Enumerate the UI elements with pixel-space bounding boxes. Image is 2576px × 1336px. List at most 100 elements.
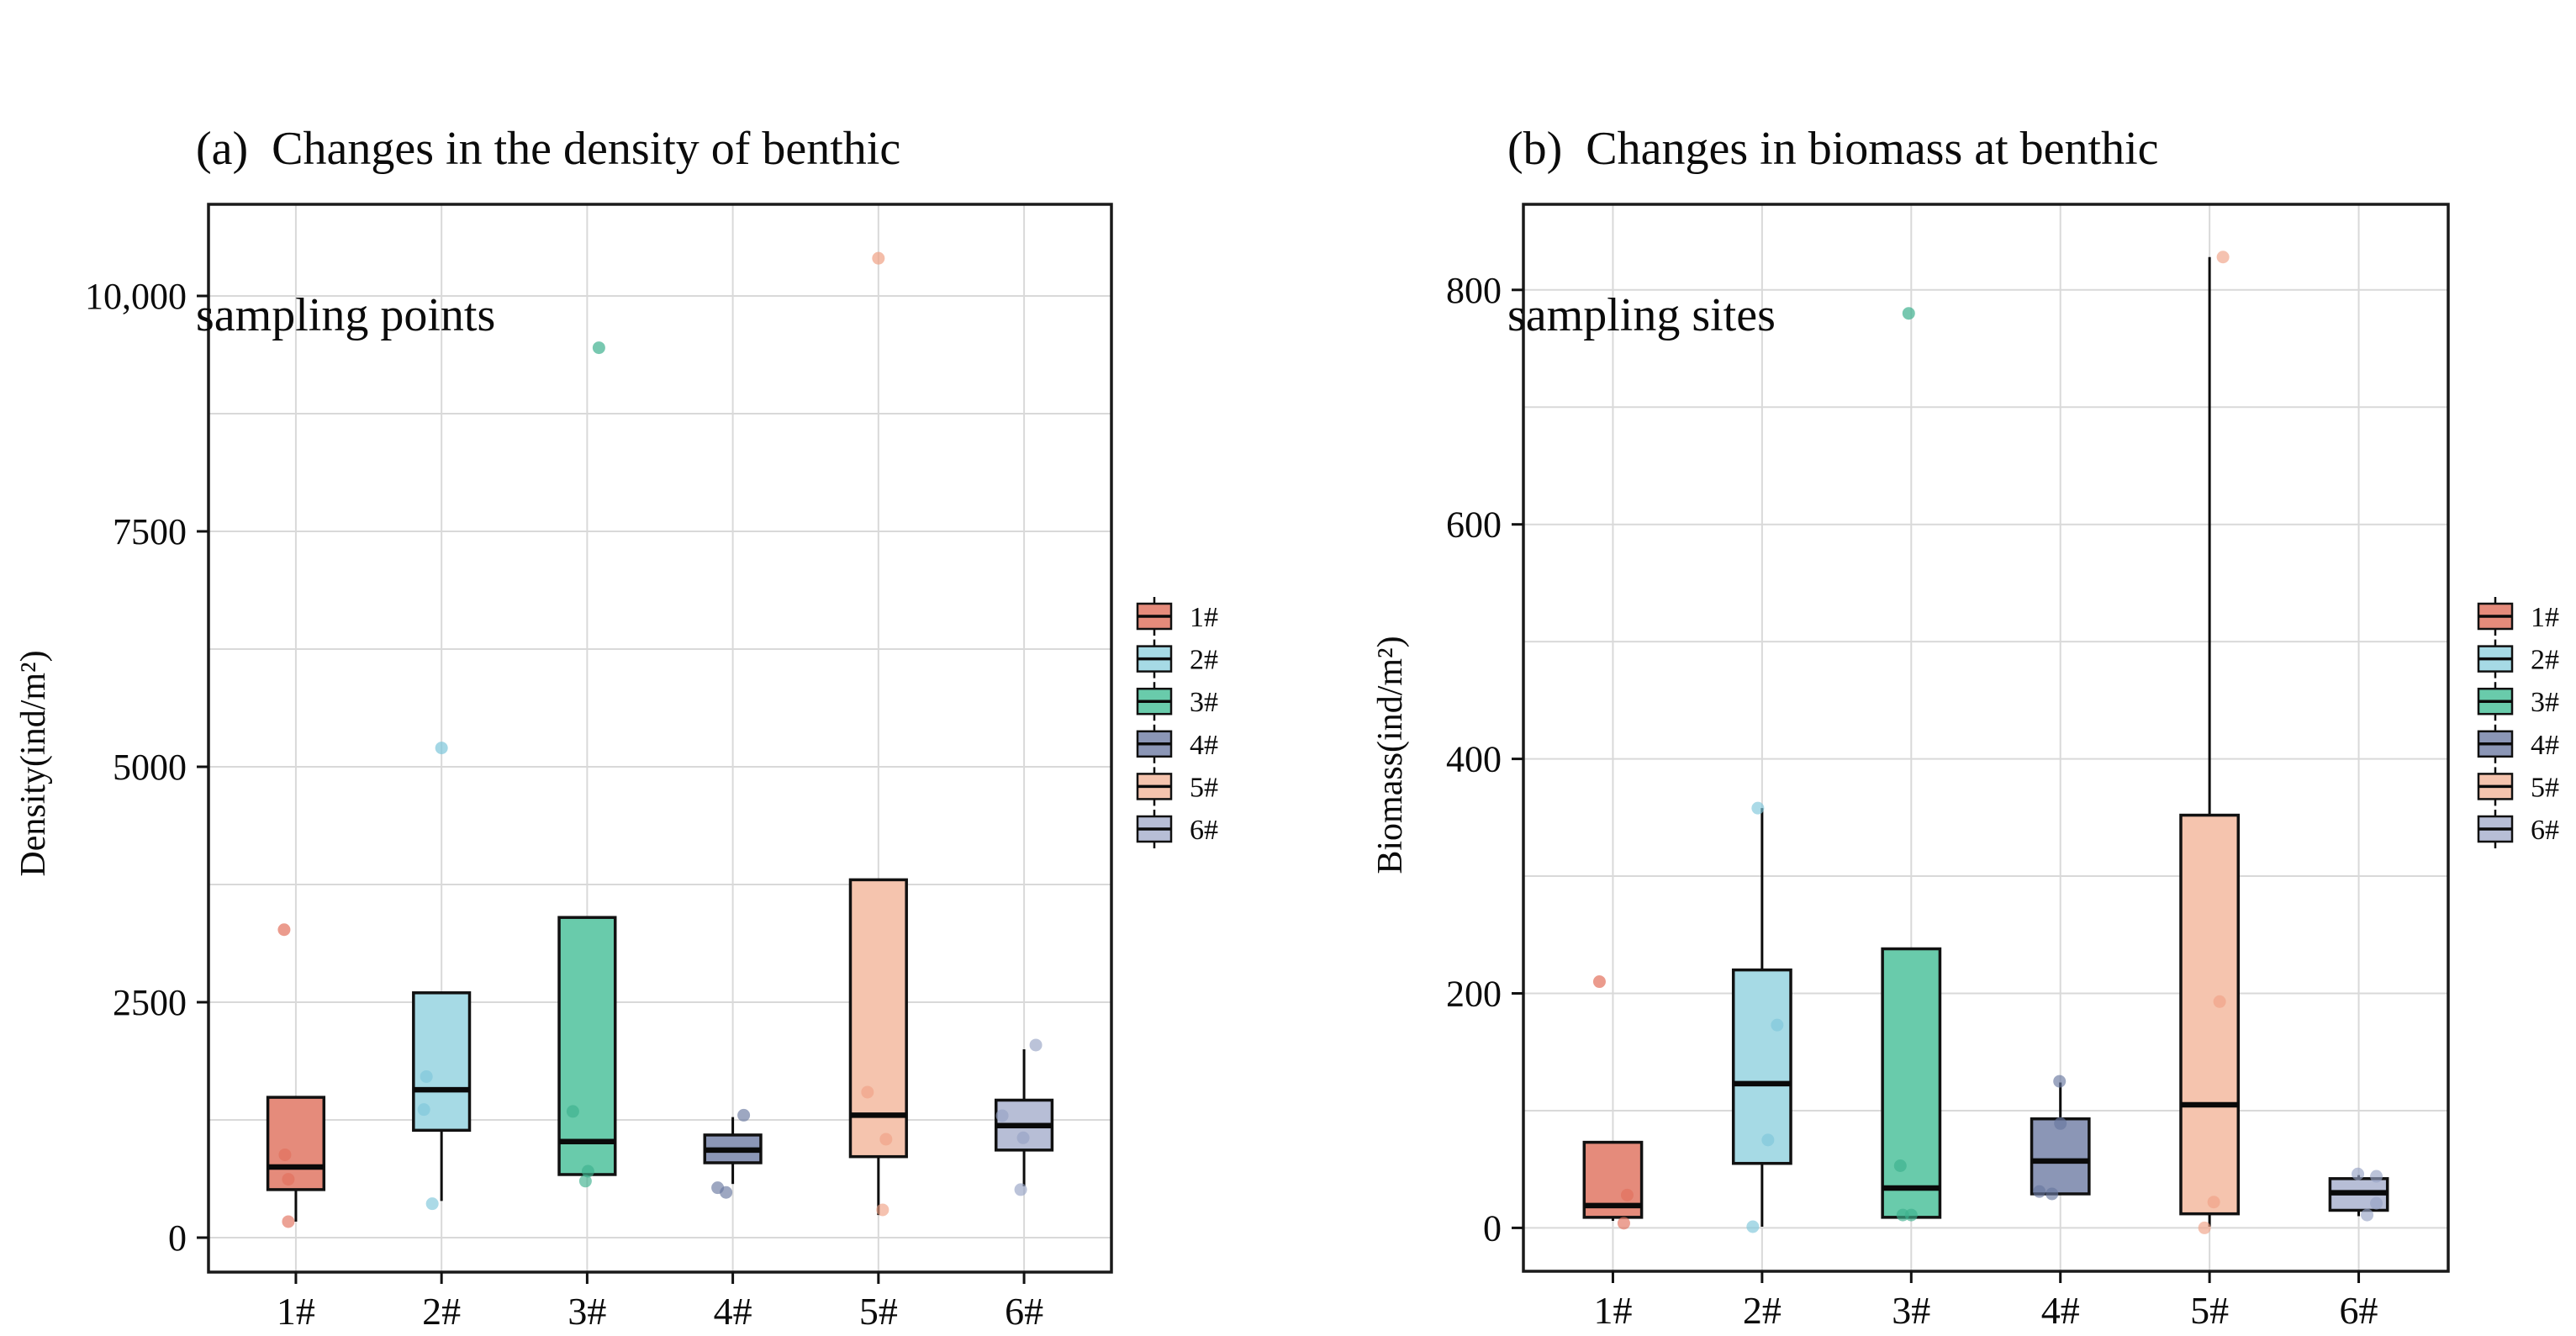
y-tick-label: 2500: [113, 982, 187, 1023]
jitter-point: [2352, 1167, 2365, 1180]
jitter-point: [737, 1108, 751, 1122]
x-tick-label: 6#: [1005, 1290, 1043, 1333]
legend-item: 4#: [2477, 724, 2559, 763]
x-tick-label: 4#: [2041, 1289, 2080, 1332]
y-tick-label: 10,000: [85, 276, 187, 317]
jitter-point: [2361, 1208, 2374, 1222]
legend-label: 2#: [2531, 645, 2559, 676]
jitter-point: [1893, 1159, 1907, 1172]
legend-item: 5#: [1136, 767, 1218, 806]
box: [266, 1096, 326, 1191]
jitter-point: [995, 1109, 1009, 1122]
outlier-point: [872, 251, 885, 265]
jitter-point: [581, 1164, 594, 1178]
legend-item: 2#: [1136, 639, 1218, 679]
outlier-point: [592, 341, 605, 355]
legend-item: 5#: [2477, 767, 2559, 806]
legend-label: 3#: [1190, 687, 1218, 718]
box-group-3#: [557, 341, 617, 1188]
legend-item: 3#: [1136, 682, 1218, 721]
y-tick-label: 0: [1483, 1207, 1502, 1249]
box: [848, 878, 908, 1159]
jitter-point: [566, 1105, 579, 1118]
jitter-point: [879, 1133, 893, 1146]
jitter-point: [1761, 1133, 1775, 1147]
outlier-point: [1592, 975, 1606, 989]
box-group-2#: [412, 742, 472, 1211]
jitter-point: [2216, 251, 2230, 264]
y-tick-label: 0: [168, 1217, 187, 1259]
box-group-6#: [2328, 1167, 2389, 1222]
legend-item: 6#: [2477, 810, 2559, 848]
chart-a-title-line2: sampling points: [196, 289, 496, 341]
legend-label: 6#: [2531, 815, 2559, 846]
jitter-point: [1620, 1188, 1634, 1201]
x-tick-label: 5#: [2190, 1289, 2229, 1332]
jitter-point: [2198, 1221, 2211, 1234]
legend-label: 4#: [2531, 730, 2559, 761]
legend-label: 5#: [2531, 772, 2559, 803]
chart-b-title-line1: (b) Changes in biomass at benthic: [1507, 123, 2159, 175]
chart-b-title-line2: sampling sites: [1507, 289, 1776, 341]
jitter-point: [2370, 1196, 2383, 1210]
jitter-point: [417, 1103, 430, 1117]
chart-a-y-axis-label: Density(ind/m²): [14, 650, 53, 877]
outlier-point: [1902, 307, 1915, 320]
legend-label: 1#: [2531, 602, 2559, 633]
chart-a-title: (a) Changes in the density of benthic sa…: [196, 10, 900, 454]
jitter-point: [2370, 1170, 2383, 1183]
legend-item: 2#: [2477, 639, 2559, 679]
outlier-point: [435, 742, 448, 755]
x-tick-label: 4#: [714, 1290, 752, 1333]
x-tick-label: 1#: [277, 1290, 315, 1333]
y-tick-label: 600: [1446, 504, 1502, 546]
chart-b-title: (b) Changes in biomass at benthic sampli…: [1507, 10, 2159, 454]
jitter-point: [876, 1203, 889, 1217]
jitter-point: [2213, 995, 2226, 1008]
jitter-point: [1771, 1018, 1784, 1032]
panel-border: [207, 203, 1113, 1274]
jitter-point: [2054, 1117, 2067, 1130]
box-group-1#: [1582, 975, 1644, 1230]
jitter-point: [282, 1173, 295, 1186]
jitter-point: [720, 1186, 733, 1199]
box-group-6#: [994, 1038, 1054, 1196]
box: [557, 916, 617, 1176]
y-tick-label: 5000: [113, 747, 187, 788]
chart-a-title-line1: (a) Changes in the density of benthic: [196, 123, 901, 175]
jitter-point: [1029, 1038, 1043, 1052]
jitter-point: [282, 1215, 295, 1228]
jitter-point: [861, 1085, 874, 1099]
box-group-4#: [703, 1108, 763, 1199]
legend-label: 5#: [1190, 772, 1218, 803]
jitter-point: [1014, 1183, 1027, 1196]
jitter-point: [2045, 1187, 2059, 1201]
box: [2030, 1117, 2091, 1196]
legend-item: 1#: [1136, 597, 1218, 636]
box-group-2#: [1731, 801, 1792, 1233]
box: [2179, 813, 2241, 1216]
x-tick-label: 2#: [422, 1290, 461, 1333]
box: [1731, 968, 1792, 1165]
box-group-5#: [2179, 251, 2241, 1234]
jitter-point: [578, 1175, 592, 1188]
legend-item: 4#: [1136, 724, 1218, 763]
legend-label: 3#: [2531, 687, 2559, 718]
y-tick-label: 800: [1446, 270, 1502, 311]
chart-b-y-axis-label: Biomass(ind/m²): [1371, 636, 1410, 874]
x-tick-label: 2#: [1743, 1289, 1782, 1332]
x-tick-label: 3#: [1892, 1289, 1930, 1332]
legend-item: 3#: [2477, 682, 2559, 721]
jitter-point: [1904, 1208, 1918, 1222]
legend-item: 6#: [1136, 810, 1218, 848]
legend-label: 2#: [1190, 645, 1218, 676]
jitter-point: [2207, 1196, 2220, 1209]
jitter-point: [420, 1069, 433, 1083]
jitter-point: [2053, 1075, 2067, 1088]
jitter-point: [1751, 801, 1765, 815]
y-tick-label: 400: [1446, 739, 1502, 780]
jitter-point: [1016, 1131, 1030, 1144]
jitter-point: [278, 1148, 292, 1161]
jitter-point: [1617, 1217, 1630, 1230]
